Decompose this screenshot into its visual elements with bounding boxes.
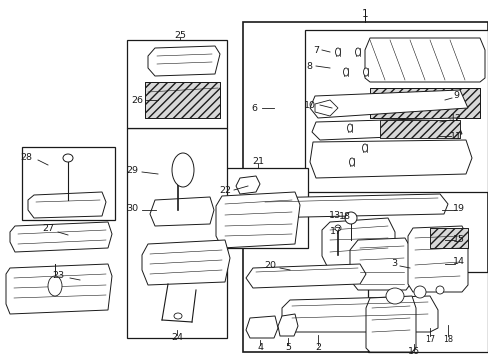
Polygon shape <box>407 226 467 292</box>
Ellipse shape <box>347 124 352 132</box>
Ellipse shape <box>343 68 348 76</box>
Text: 10: 10 <box>304 100 315 109</box>
Text: 27: 27 <box>42 224 54 233</box>
Polygon shape <box>321 218 394 268</box>
Bar <box>22 147 115 220</box>
Text: 14: 14 <box>452 257 464 266</box>
Ellipse shape <box>334 225 340 231</box>
Bar <box>215 168 307 248</box>
Polygon shape <box>314 100 337 116</box>
Ellipse shape <box>349 158 354 166</box>
Text: 17: 17 <box>424 336 434 345</box>
Ellipse shape <box>362 144 367 152</box>
Polygon shape <box>364 38 484 82</box>
Ellipse shape <box>172 153 194 187</box>
Polygon shape <box>148 46 220 76</box>
Polygon shape <box>278 314 297 336</box>
Ellipse shape <box>385 288 403 304</box>
Text: 1: 1 <box>361 9 367 19</box>
Text: 19: 19 <box>452 203 464 212</box>
Polygon shape <box>28 192 106 218</box>
Polygon shape <box>142 240 229 285</box>
Ellipse shape <box>48 276 62 296</box>
Text: 25: 25 <box>174 31 185 40</box>
Text: 11: 11 <box>449 131 461 140</box>
Text: 7: 7 <box>312 45 318 54</box>
Polygon shape <box>245 264 365 288</box>
Text: 3: 3 <box>390 260 396 269</box>
Polygon shape <box>216 192 299 248</box>
Ellipse shape <box>335 48 340 56</box>
Text: 16: 16 <box>407 347 419 356</box>
Polygon shape <box>245 316 278 338</box>
Text: 23: 23 <box>52 270 64 279</box>
Text: 15: 15 <box>452 235 464 244</box>
Polygon shape <box>282 296 437 332</box>
Text: 2: 2 <box>314 343 320 352</box>
Text: 18: 18 <box>442 336 452 345</box>
Bar <box>369 88 479 118</box>
Ellipse shape <box>174 313 182 319</box>
Text: 28: 28 <box>20 153 32 162</box>
Polygon shape <box>251 194 447 218</box>
Text: 13: 13 <box>328 211 340 220</box>
Bar <box>429 228 467 248</box>
Bar <box>305 30 487 192</box>
Text: 26: 26 <box>131 95 142 104</box>
Ellipse shape <box>63 154 73 162</box>
Bar <box>145 82 220 118</box>
Text: 9: 9 <box>452 90 458 99</box>
Bar <box>369 88 479 118</box>
Ellipse shape <box>355 48 360 56</box>
Polygon shape <box>309 90 467 118</box>
Bar <box>429 228 467 248</box>
Polygon shape <box>309 140 471 178</box>
Bar <box>127 40 226 128</box>
Bar <box>379 120 459 138</box>
Polygon shape <box>365 296 415 352</box>
Text: 5: 5 <box>285 343 290 352</box>
Bar <box>127 128 226 338</box>
Ellipse shape <box>363 68 368 76</box>
Text: 6: 6 <box>250 104 257 112</box>
Bar <box>379 120 459 138</box>
Text: 30: 30 <box>126 203 138 212</box>
Ellipse shape <box>435 286 443 294</box>
Polygon shape <box>236 176 260 194</box>
Polygon shape <box>10 222 112 252</box>
Text: 4: 4 <box>257 343 263 352</box>
Text: 8: 8 <box>305 62 311 71</box>
Text: 18: 18 <box>338 212 350 220</box>
Polygon shape <box>150 197 214 226</box>
Bar <box>243 22 487 352</box>
Bar <box>145 82 220 118</box>
Text: 29: 29 <box>126 166 138 175</box>
Text: 24: 24 <box>171 333 183 342</box>
Text: 12: 12 <box>449 113 461 122</box>
Ellipse shape <box>413 286 425 298</box>
Polygon shape <box>6 264 112 314</box>
Polygon shape <box>349 238 411 290</box>
Text: 20: 20 <box>264 261 275 270</box>
Bar <box>367 272 487 352</box>
Ellipse shape <box>345 212 356 224</box>
Text: 21: 21 <box>251 157 264 166</box>
Polygon shape <box>311 118 461 140</box>
Text: 22: 22 <box>219 185 230 194</box>
Text: 17: 17 <box>329 228 341 237</box>
